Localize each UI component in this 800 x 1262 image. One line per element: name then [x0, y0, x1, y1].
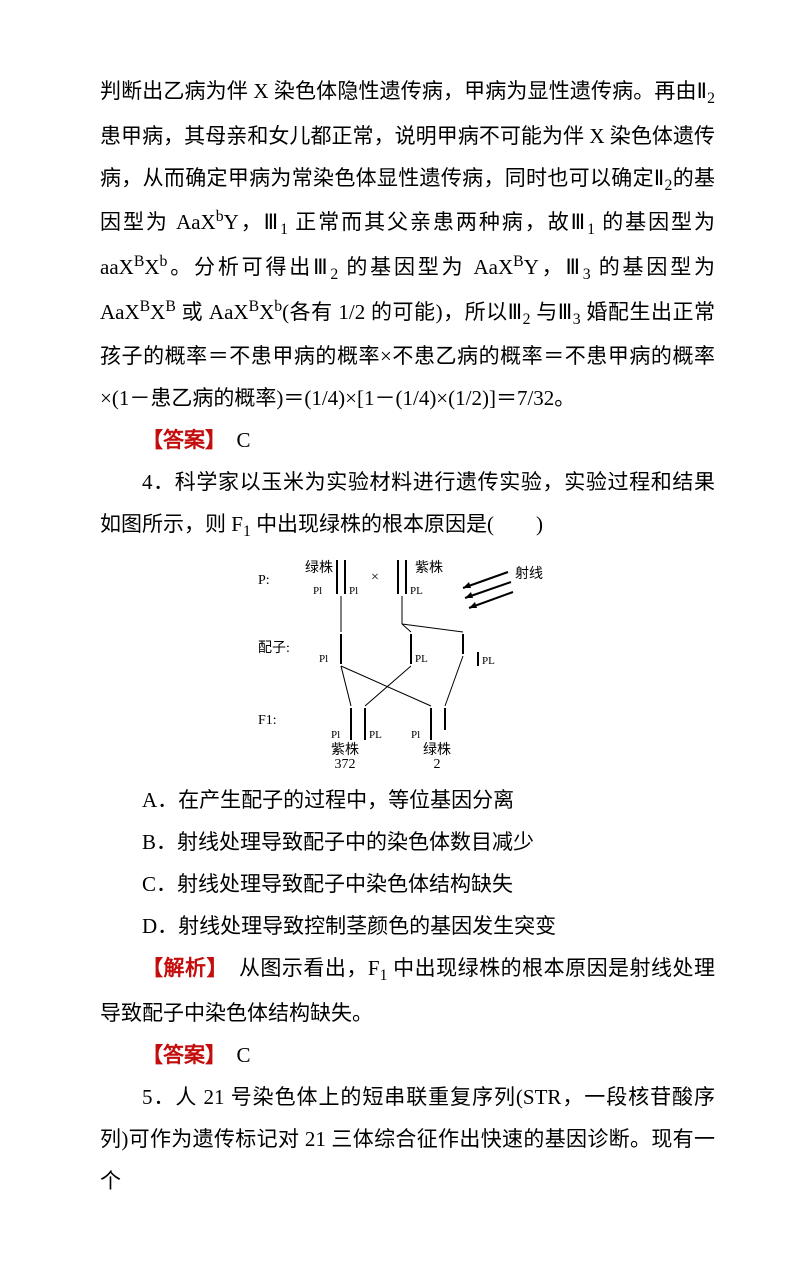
answer-value: C: [216, 428, 251, 452]
row-label-gamete: 配子:: [258, 640, 290, 656]
q4-option-b: B．射线处理导致配子中的染色体数目减少: [100, 821, 715, 863]
f1r-allele-l: Pl: [411, 729, 420, 741]
f1l-caption: 紫株: [331, 742, 359, 758]
answer-4: 【答案】 C: [100, 1034, 715, 1076]
f1l-count: 372: [334, 757, 355, 769]
p-right-caption: 紫株: [415, 560, 443, 576]
p-left-caption: 绿株: [305, 560, 333, 576]
answer-value: C: [216, 1043, 251, 1067]
p-left-allele-1: Pl: [313, 585, 322, 597]
analysis-4: 【解析】 从图示看出，F1 中出现绿株的根本原因是射线处理导致配子中染色体结构缺…: [100, 947, 715, 1034]
row-label-f1: F1:: [258, 713, 277, 728]
analysis-label: 【解析】: [142, 956, 217, 980]
f1r-caption: 绿株: [423, 742, 451, 758]
solution-paragraph: 判断出乙病为伴 X 染色体隐性遗传病，甲病为显性遗传病。再由Ⅱ2 患甲病，其母亲…: [100, 70, 715, 419]
gamete-left-allele: Pl: [319, 653, 328, 665]
gamete-mid-allele: PL: [415, 653, 428, 665]
ray-label: 射线: [515, 566, 543, 582]
q5-stem: 5．人 21 号染色体上的短串联重复序列(STR，一段核苷酸序列)可作为遗传标记…: [100, 1076, 715, 1202]
row-label-p: P:: [258, 573, 270, 588]
p-left-allele-2: Pl: [349, 585, 358, 597]
f1l-allele-r: PL: [369, 729, 382, 741]
answer-label: 【答案】: [142, 428, 216, 452]
q4-option-d: D．射线处理导致控制茎颜色的基因发生突变: [100, 905, 715, 947]
answer-3: 【答案】 C: [100, 419, 715, 461]
f1l-allele-l: Pl: [331, 729, 340, 741]
q4-option-c: C．射线处理导致配子中染色体结构缺失: [100, 863, 715, 905]
q4-option-a: A．在产生配子的过程中，等位基因分离: [100, 779, 715, 821]
q4-diagram: P: 绿株 Pl Pl × PL 紫株 射线: [100, 554, 715, 769]
answer-label: 【答案】: [142, 1043, 216, 1067]
f1r-count: 2: [433, 757, 440, 769]
q4-stem: 4．科学家以玉米为实验材料进行遗传实验，实验过程和结果如图所示，则 F1 中出现…: [100, 461, 715, 548]
svg-text:×: ×: [371, 570, 379, 585]
p-right-allele-1: PL: [410, 585, 423, 597]
gamete-right-allele: PL: [482, 655, 495, 667]
